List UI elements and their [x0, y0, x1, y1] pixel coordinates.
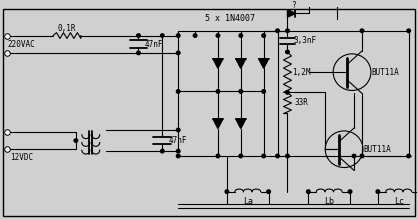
Text: 0,1R: 0,1R — [58, 24, 76, 33]
Circle shape — [306, 190, 310, 193]
Polygon shape — [236, 59, 246, 68]
Circle shape — [262, 154, 265, 158]
Polygon shape — [236, 119, 246, 129]
Circle shape — [276, 29, 279, 32]
Polygon shape — [213, 119, 223, 129]
Polygon shape — [288, 10, 296, 17]
Circle shape — [176, 51, 180, 55]
Circle shape — [176, 34, 180, 37]
Text: BUT11A: BUT11A — [363, 145, 391, 154]
Circle shape — [176, 128, 180, 132]
Circle shape — [407, 29, 410, 32]
Text: Lb: Lb — [324, 197, 334, 206]
Circle shape — [176, 149, 180, 153]
Circle shape — [276, 154, 279, 158]
Circle shape — [193, 34, 197, 37]
Circle shape — [239, 90, 242, 93]
Circle shape — [74, 139, 78, 142]
Circle shape — [285, 154, 289, 158]
Circle shape — [352, 154, 356, 158]
Circle shape — [262, 90, 265, 93]
Text: 47nF: 47nF — [169, 136, 187, 145]
Text: 12VDC: 12VDC — [10, 153, 33, 162]
Circle shape — [285, 50, 289, 54]
Text: Lc: Lc — [394, 197, 404, 206]
Circle shape — [137, 34, 140, 37]
Circle shape — [216, 90, 220, 93]
Circle shape — [225, 190, 229, 193]
Circle shape — [239, 154, 242, 158]
Text: 220VAC: 220VAC — [8, 40, 35, 49]
Circle shape — [161, 149, 164, 153]
Text: 33R: 33R — [294, 99, 308, 108]
Circle shape — [360, 154, 364, 158]
Circle shape — [137, 51, 140, 55]
Circle shape — [348, 190, 352, 193]
Circle shape — [285, 91, 289, 94]
Polygon shape — [213, 59, 223, 68]
Circle shape — [216, 34, 220, 37]
Text: 47nF: 47nF — [145, 40, 163, 49]
Circle shape — [216, 154, 220, 158]
Text: 5 x 1N4007: 5 x 1N4007 — [205, 14, 255, 23]
Circle shape — [407, 154, 410, 158]
Circle shape — [267, 190, 270, 193]
Text: 1,2M: 1,2M — [292, 68, 311, 77]
Circle shape — [239, 34, 242, 37]
Circle shape — [262, 34, 265, 37]
Circle shape — [376, 190, 380, 193]
Circle shape — [161, 34, 164, 37]
Circle shape — [176, 90, 180, 93]
Polygon shape — [259, 59, 269, 68]
Text: BUT11A: BUT11A — [371, 68, 399, 77]
Text: La: La — [243, 197, 253, 206]
Circle shape — [176, 154, 180, 158]
Circle shape — [285, 29, 289, 32]
Text: ?: ? — [291, 1, 296, 10]
Circle shape — [360, 29, 364, 32]
Text: 3,3nF: 3,3nF — [294, 36, 317, 45]
